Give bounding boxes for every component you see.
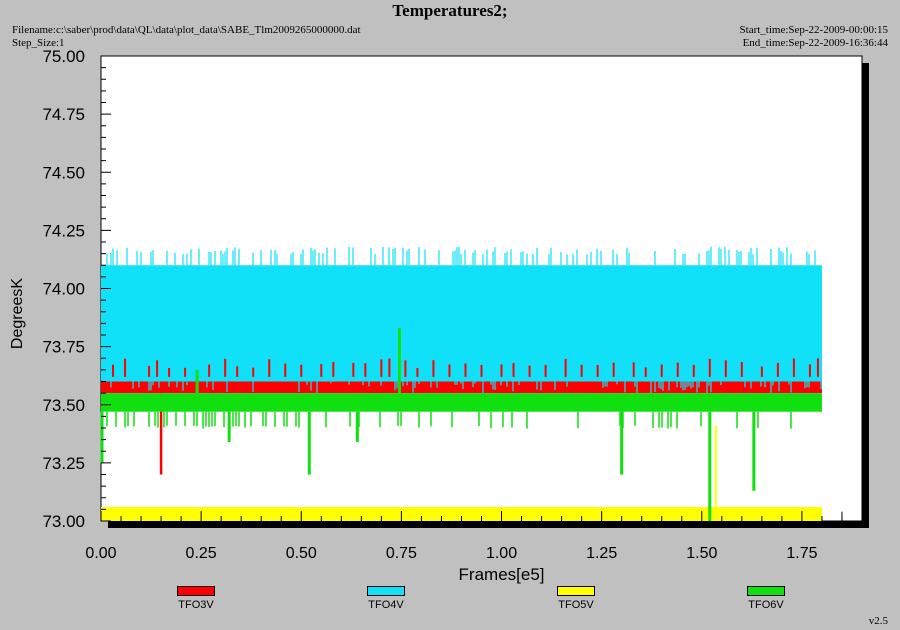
legend-swatch xyxy=(747,586,785,596)
x-tick-label: 1.25 xyxy=(586,545,617,562)
legend-label: TFO6V xyxy=(748,599,784,611)
legend-item-tfo6v: TFO6V xyxy=(726,586,806,611)
legend-label: TFO5V xyxy=(558,599,594,611)
x-tick-label: 0.50 xyxy=(286,545,317,562)
x-tick-label: 1.50 xyxy=(686,545,717,562)
series-tfo4v xyxy=(101,246,822,394)
version-label: v2.5 xyxy=(868,615,888,627)
file-info: Filename:c:\saber\prod\data\QL\data\plot… xyxy=(12,24,361,50)
time-info: Start_time:Sep-22-2009-00:00:15 End_time… xyxy=(740,24,888,50)
legend-item-tfo4v: TFO4V xyxy=(346,586,426,611)
legend-label: TFO4V xyxy=(368,599,404,611)
y-tick-label: 75.00 xyxy=(42,47,85,66)
legend-swatch xyxy=(177,586,215,596)
stepsize-text: Step_Size:1 xyxy=(12,37,65,49)
filename-text: Filename:c:\saber\prod\data\QL\data\plot… xyxy=(12,24,361,36)
series-tfo6v-noise xyxy=(106,411,792,429)
y-axis-label: DegreesK xyxy=(9,278,26,349)
x-axis-label: Frames[e5] xyxy=(459,565,545,584)
chart-title: Temperatures2; xyxy=(392,1,508,20)
legend-item-tfo3v: TFO3V xyxy=(156,586,236,611)
x-tick-label: 1.75 xyxy=(786,545,817,562)
legend-item-tfo5v: TFO5V xyxy=(536,586,616,611)
y-tick-label: 74.50 xyxy=(42,163,85,182)
y-tick-label: 74.75 xyxy=(42,105,85,124)
y-tick-label: 74.00 xyxy=(42,280,85,299)
y-tick-label: 73.25 xyxy=(42,454,85,473)
series-tfo6v-band xyxy=(101,393,822,412)
y-tick-label: 73.50 xyxy=(42,396,85,415)
legend-swatch xyxy=(557,586,595,596)
x-tick-label: 0.00 xyxy=(85,545,116,562)
end-time-text: End_time:Sep-22-2009-16:36:44 xyxy=(742,37,888,49)
legend-label: TFO3V xyxy=(178,599,214,611)
legend-swatch xyxy=(367,586,405,596)
x-tick-label: 0.25 xyxy=(186,545,217,562)
x-tick-label: 0.75 xyxy=(386,545,417,562)
y-tick-label: 73.00 xyxy=(42,512,85,531)
y-tick-label: 74.25 xyxy=(42,221,85,240)
start-time-text: Start_time:Sep-22-2009-00:00:15 xyxy=(739,24,888,36)
y-tick-label: 73.75 xyxy=(42,338,85,357)
x-tick-label: 1.00 xyxy=(486,545,517,562)
